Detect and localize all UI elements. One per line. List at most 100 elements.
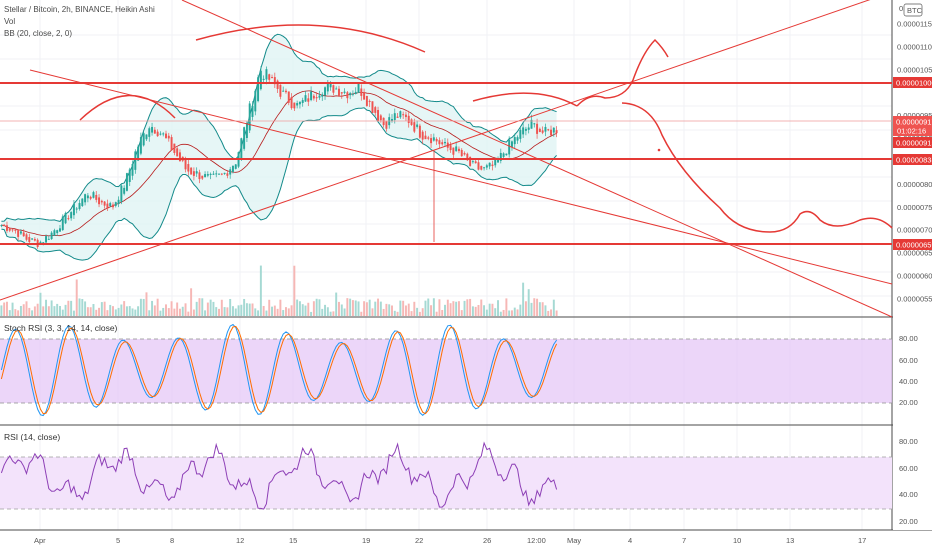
volume-bar (485, 309, 488, 316)
volume-bar (14, 309, 17, 316)
candle-body (3, 225, 6, 227)
volume-bar (324, 304, 327, 316)
rsi-tick: 40.00 (899, 490, 918, 499)
volume-bar (218, 308, 220, 316)
volume-bar (338, 301, 340, 316)
volume-bar (47, 306, 50, 316)
volume-bar (268, 299, 271, 316)
volume-bar (449, 303, 452, 316)
volume-bar (156, 298, 159, 316)
candle-body (61, 216, 64, 230)
candle-body (231, 165, 234, 172)
volume-bar (98, 307, 101, 316)
volume-bar (310, 311, 313, 316)
current-price-tag (893, 116, 932, 127)
candle-body (251, 105, 254, 117)
dot-mark (657, 148, 661, 152)
candle-body (382, 117, 385, 126)
candle-body (494, 159, 497, 166)
candle-body (279, 84, 282, 97)
volume-bar (223, 307, 226, 316)
candle-body (176, 148, 179, 157)
volume-bar (502, 309, 505, 316)
candle-body (223, 172, 226, 174)
candle-body (19, 231, 22, 234)
arc-2 (195, 24, 426, 53)
volume-bar (229, 298, 232, 316)
candle-body (75, 208, 78, 210)
time-tick: 19 (362, 536, 370, 545)
volume-bar (466, 299, 469, 316)
volume-bar (287, 308, 290, 316)
price-grid (0, 0, 892, 530)
rsi-legend: RSI (14, close) (4, 432, 60, 442)
candle-body (5, 225, 8, 231)
volume-bar (181, 306, 184, 316)
volume-bar (413, 301, 416, 316)
candle-body (284, 90, 287, 93)
time-tick: 15 (289, 536, 297, 545)
candle-body (112, 204, 114, 208)
volume-bar (117, 307, 120, 316)
volume-bar (3, 302, 6, 316)
volume-bar (326, 307, 329, 316)
candle-body (198, 172, 201, 180)
volume-bar (201, 298, 204, 316)
currency-badge[interactable] (903, 3, 923, 17)
candle-body (47, 238, 50, 240)
volume-bar (335, 292, 338, 316)
volume-bar (206, 302, 209, 316)
candle-body (0, 225, 3, 227)
volume-bar (271, 306, 274, 316)
candle-body (78, 203, 81, 209)
candle-body (218, 173, 220, 175)
volume-bar (17, 310, 20, 316)
volume-legend: Vol (4, 17, 15, 26)
candle-body (148, 128, 151, 137)
candle-body (45, 236, 48, 243)
volume-bar (483, 305, 486, 316)
volume-bar (220, 299, 223, 316)
volume-bar (550, 309, 553, 316)
volume-bar (365, 302, 368, 316)
volume-bar (541, 302, 544, 316)
volume-bar (212, 301, 215, 316)
candle-body (391, 118, 393, 122)
volume-bar (296, 299, 299, 316)
volume-bar (340, 304, 343, 316)
candle-body (31, 238, 34, 240)
volume-bar (114, 309, 117, 316)
candle-body (396, 116, 399, 118)
volume-bar (349, 298, 352, 316)
volume-bar (343, 308, 346, 316)
candle-body (265, 69, 268, 80)
time-axis[interactable]: Apr 5 8 12 15 19 22 26 12:00 May 4 7 10 … (34, 536, 866, 545)
candle-body (324, 87, 327, 96)
candle-body (195, 171, 198, 174)
candle-body (421, 131, 424, 140)
candle-body (329, 83, 332, 88)
candle-body (162, 133, 165, 135)
candle-body (550, 129, 553, 136)
candle-body (100, 200, 103, 203)
volume-bar (312, 301, 315, 316)
price-axis[interactable]: 0.000 BTC 0.000011500.000011000.00001050… (893, 0, 932, 530)
candle-body (363, 92, 366, 100)
volume-bar (293, 265, 296, 316)
candle-body (368, 100, 371, 102)
candle-body (524, 128, 527, 131)
level-tag-label: 0.00000838 (896, 156, 932, 165)
candle-body (310, 91, 313, 101)
candle-body (229, 169, 232, 175)
candle-body (432, 137, 435, 141)
drawings[interactable] (0, 0, 893, 318)
candle-body (480, 165, 483, 170)
stoch-tick: 40.00 (899, 377, 918, 386)
